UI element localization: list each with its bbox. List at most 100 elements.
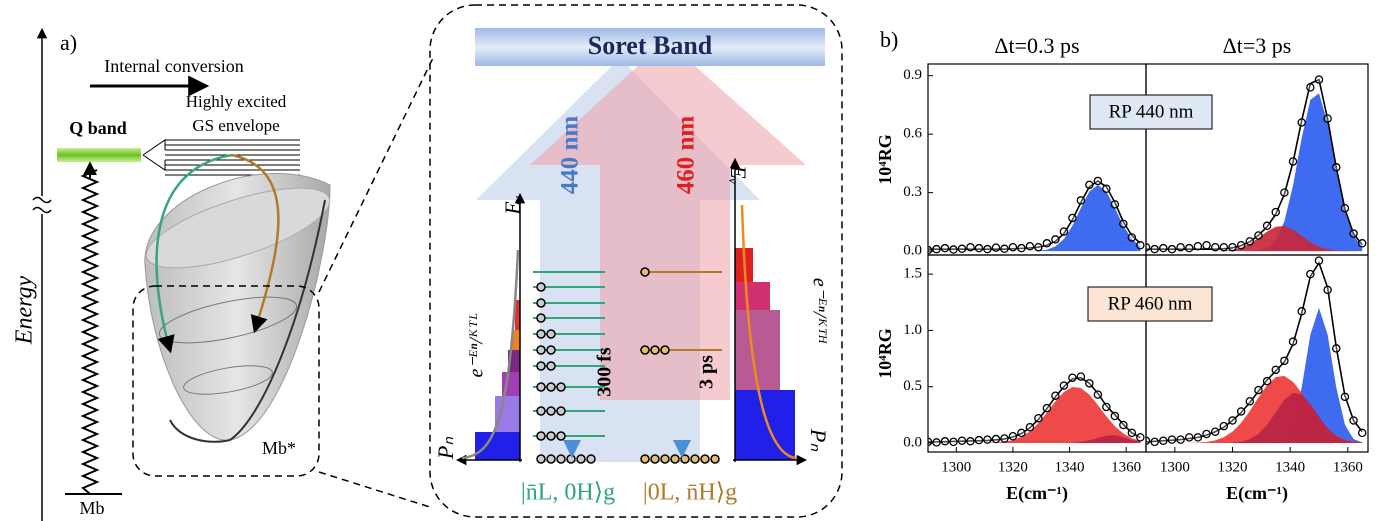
molecule (536, 361, 546, 371)
pump-label: 460 nm (673, 116, 700, 195)
population-bar (735, 390, 795, 460)
y-axis-label: 10⁴RG (875, 328, 895, 378)
data-point (1306, 269, 1315, 279)
data-point (1102, 402, 1111, 412)
data-point (940, 243, 950, 253)
data-point (1136, 433, 1145, 442)
relaxation-arrow-head (673, 440, 691, 458)
plot-area (928, 176, 1145, 255)
molecule (536, 454, 546, 464)
data-point (1136, 241, 1145, 250)
molecule (640, 267, 650, 277)
data-point (991, 243, 1001, 252)
data-point (1051, 391, 1060, 400)
data-point (1280, 188, 1289, 197)
q-band-label: Q band (69, 118, 127, 138)
molecule (660, 454, 670, 464)
data-point (1093, 176, 1103, 186)
data-point (957, 244, 967, 254)
x-tick-label: 1300 (1160, 459, 1190, 475)
data-point (1280, 356, 1289, 366)
data-point (1159, 436, 1168, 445)
inset-frame (429, 4, 843, 518)
plot-frame (1145, 254, 1369, 453)
data-point (1236, 407, 1246, 416)
data-point (1262, 221, 1272, 231)
data-point (1245, 237, 1255, 246)
energy-label: Eᵥ (500, 195, 525, 216)
component-area (928, 435, 1141, 443)
excitation-wave (80, 169, 100, 495)
panel-label: a) (60, 30, 77, 55)
annotation-box (1089, 94, 1213, 130)
zoom-box (132, 285, 320, 477)
molecule (536, 382, 546, 392)
molecule (640, 345, 650, 355)
molecule (586, 454, 596, 464)
population-bar (495, 396, 520, 432)
state-label: |0L, n̄H⟩g (643, 480, 737, 506)
population-bar (735, 282, 770, 310)
data-point (1193, 241, 1203, 251)
data-point (1271, 365, 1280, 375)
data-point (1008, 242, 1018, 252)
molecule (556, 454, 566, 464)
panel-b: 0.0 0.3 0.6 0.9 Δt=0.3 ps 10⁴RG Δt=3 ps 0.0 0.5 1… (875, 33, 1369, 504)
y-tick-label: 0.0 (903, 434, 922, 450)
data-point (1127, 233, 1137, 242)
plot-area (1146, 256, 1367, 447)
axis-break (34, 196, 50, 214)
ground-state-label: Mb (79, 498, 104, 518)
data-point (1119, 420, 1128, 430)
energy-label: Energy (12, 275, 38, 345)
molecule (680, 454, 690, 464)
surface-contour (183, 365, 273, 395)
annotation: RP 440 nm (1109, 101, 1194, 122)
conversion-label: Internal conversion (104, 56, 243, 76)
boltzmann-curve (461, 249, 520, 460)
molecule (670, 454, 680, 464)
molecule (650, 454, 660, 464)
soret-label: Soret Band (588, 31, 713, 60)
x-tick-label: 1300 (941, 459, 971, 475)
chart-title: Δt=0.3 ps (994, 33, 1079, 58)
zoom-line (318, 57, 434, 293)
data-point (1110, 200, 1120, 209)
vibrational-levels (533, 267, 722, 464)
y-tick-label: 0.0 (903, 243, 922, 259)
data-point (1068, 373, 1077, 382)
population-label: Pₙ (806, 428, 831, 451)
molecule (546, 329, 556, 339)
data-point (1349, 416, 1358, 425)
x-axis-label: E(cm⁻¹) (1226, 483, 1288, 504)
soret-band (475, 28, 825, 66)
data-point (1340, 392, 1350, 402)
data-point (1210, 427, 1220, 436)
molecule (546, 431, 556, 441)
data-point (949, 437, 958, 447)
data-point (1176, 242, 1185, 252)
zoom-line (318, 471, 434, 509)
x-axis-label: E(cm⁻¹) (1006, 483, 1068, 504)
x-tick-label: 1340 (1055, 459, 1085, 475)
y-tick-label: 1.5 (903, 266, 922, 282)
data-point (1245, 397, 1255, 406)
data-point (1076, 372, 1086, 381)
molecule (566, 454, 576, 464)
molecule (640, 454, 650, 464)
data-point (1210, 242, 1220, 252)
data-point (1288, 337, 1298, 346)
data-point (1059, 227, 1069, 236)
data-point (1228, 242, 1237, 252)
molecule (660, 345, 670, 355)
envelope-label: GS envelope (192, 116, 279, 135)
data-point (1340, 203, 1350, 213)
data-point (1119, 219, 1128, 229)
relaxation-path (155, 153, 233, 354)
molecule (546, 406, 556, 416)
data-point (1297, 307, 1306, 316)
molecule (546, 382, 556, 392)
data-point (974, 243, 984, 253)
data-point (1000, 244, 1009, 254)
